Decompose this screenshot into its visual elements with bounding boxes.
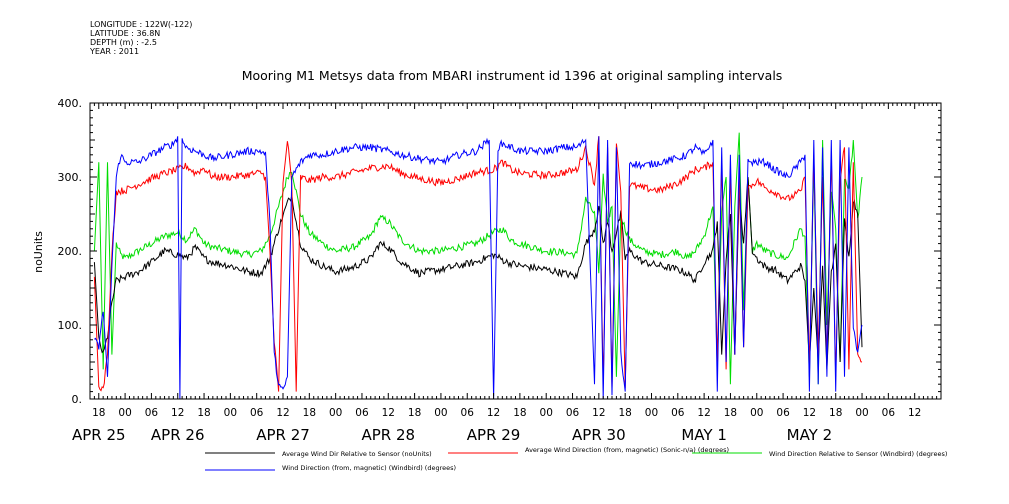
x-date-label: APR 29 xyxy=(467,426,521,444)
x-hour-label: 18 xyxy=(197,407,210,419)
x-hour-label: 12 xyxy=(908,407,921,419)
x-axis: 18 00 06 12 18 00 06 12 18 00 06 12 18 00 06 12 18 00 06 12… xyxy=(72,103,942,444)
x-date-label: MAY 1 xyxy=(681,426,727,444)
x-hour-label: 18 xyxy=(618,407,631,419)
x-hour-label: 18 xyxy=(724,407,737,419)
chart-title: Mooring M1 Metsys data from MBARI instru… xyxy=(242,68,783,83)
x-hour-label: 00 xyxy=(118,407,131,419)
legend-label: Average Wind Direction (from, magnetic) … xyxy=(525,446,729,454)
x-hour-label: 00 xyxy=(329,407,342,419)
y-tick-label: 400. xyxy=(58,97,83,110)
x-hour-label: 12 xyxy=(803,407,816,419)
x-date-label: APR 30 xyxy=(572,426,626,444)
x-hour-label: 00 xyxy=(224,407,237,419)
x-hour-label: 12 xyxy=(276,407,289,419)
x-hour-label: 00 xyxy=(750,407,763,419)
x-hour-label: 06 xyxy=(671,407,685,419)
series-line xyxy=(93,176,863,370)
y-tick-label: 200. xyxy=(58,245,83,258)
y-tick-label: 300. xyxy=(58,171,83,184)
x-date-label: APR 25 xyxy=(72,426,126,444)
y-axis-label: noUnits xyxy=(32,231,45,273)
x-hour-label: 00 xyxy=(434,407,447,419)
y-tick-label: 0. xyxy=(72,393,83,406)
x-date-label: APR 26 xyxy=(151,426,205,444)
x-hour-label: 06 xyxy=(776,407,790,419)
x-hour-label: 18 xyxy=(303,407,316,419)
x-hour-label: 06 xyxy=(461,407,475,419)
x-hour-label: 06 xyxy=(566,407,580,419)
x-hour-label: 00 xyxy=(855,407,868,419)
x-hour-label: 06 xyxy=(250,407,264,419)
x-hour-label: 06 xyxy=(145,407,159,419)
y-tick-label: 100. xyxy=(58,319,83,332)
x-hour-label: 06 xyxy=(355,407,369,419)
x-hour-label: 18 xyxy=(92,407,105,419)
legend-label: Wind Direction Relative to Sensor (Windb… xyxy=(769,450,947,458)
x-hour-label: 12 xyxy=(487,407,500,419)
metadata-header: LONGITUDE : 122W(-122) LATITUDE : 36.8N … xyxy=(90,20,192,56)
series-line xyxy=(93,136,863,392)
x-hour-label: 18 xyxy=(408,407,421,419)
x-hour-label: 06 xyxy=(882,407,896,419)
x-hour-label: 12 xyxy=(171,407,184,419)
x-date-label: APR 27 xyxy=(256,426,310,444)
x-hour-label: 12 xyxy=(697,407,710,419)
depth-label: DEPTH (m) : -2.5 xyxy=(90,38,157,47)
x-hour-label: 00 xyxy=(645,407,658,419)
x-hour-label: 18 xyxy=(829,407,842,419)
x-hour-label: 00 xyxy=(540,407,553,419)
series-line xyxy=(93,132,863,385)
series-line xyxy=(94,136,863,400)
legend-label: Average Wind Dir Relative to Sensor (noU… xyxy=(282,450,432,458)
year-label: YEAR : 2011 xyxy=(90,47,140,56)
series-layer xyxy=(93,132,863,400)
x-hour-label: 12 xyxy=(592,407,605,419)
x-hour-label: 18 xyxy=(513,407,526,419)
latitude-label: LATITUDE : 36.8N xyxy=(90,29,161,38)
x-hour-label: 12 xyxy=(382,407,395,419)
x-date-label: MAY 2 xyxy=(787,426,833,444)
longitude-label: LONGITUDE : 122W(-122) xyxy=(90,20,193,29)
x-date-label: APR 28 xyxy=(361,426,415,444)
legend-label: Wind Direction (from, magnetic) (Windbir… xyxy=(282,464,456,472)
y-axis: 0. 100. 200. 300. 400. xyxy=(58,97,941,406)
legend: Average Wind Dir Relative to Sensor (noU… xyxy=(205,446,947,472)
